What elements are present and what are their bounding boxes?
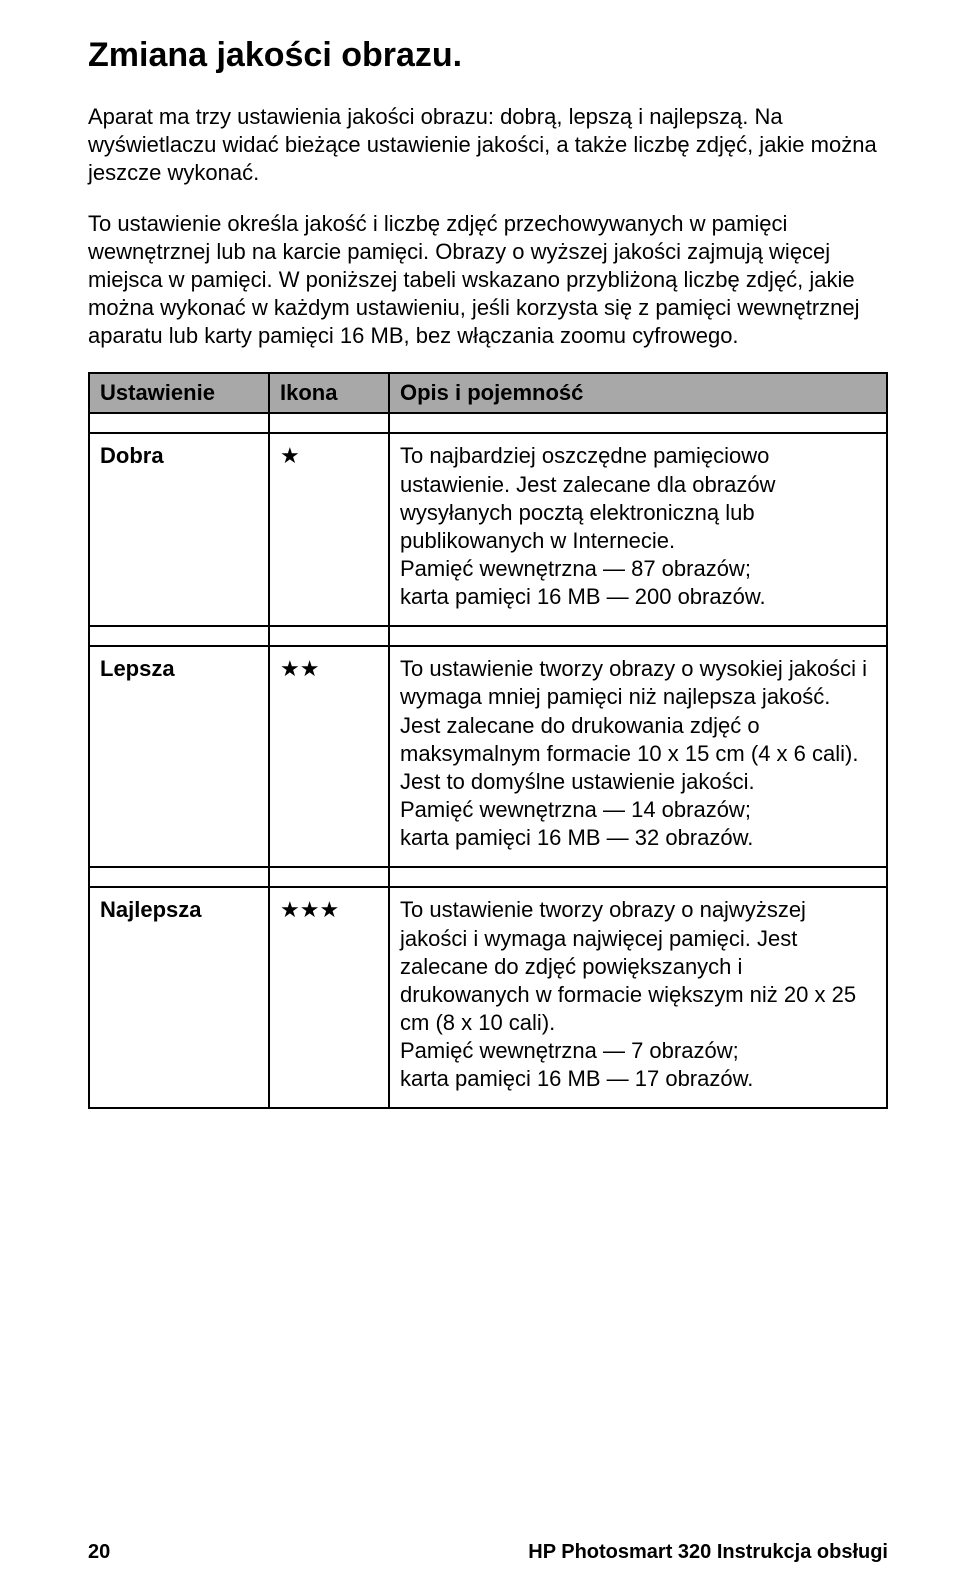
- star-icon: ★: [269, 433, 389, 626]
- table-header-icon: Ikona: [269, 373, 389, 413]
- setting-name: Dobra: [89, 433, 269, 626]
- setting-description: To ustawienie tworzy obrazy o najwyższej…: [389, 887, 887, 1108]
- intro-paragraph-2: To ustawienie określa jakość i liczbę zd…: [88, 210, 888, 351]
- page-number: 20: [88, 1541, 110, 1564]
- setting-name: Lepsza: [89, 646, 269, 867]
- table-spacer-row: [89, 867, 887, 887]
- table-header-row: Ustawienie Ikona Opis i pojemność: [89, 373, 887, 413]
- document-title-footer: HP Photosmart 320 Instrukcja obsługi: [528, 1541, 888, 1564]
- table-spacer-row: [89, 626, 887, 646]
- table-spacer-row: [89, 413, 887, 433]
- table-header-desc: Opis i pojemność: [389, 373, 887, 413]
- page-title: Zmiana jakości obrazu.: [88, 36, 888, 75]
- setting-description: To najbardziej oszczędne pamięciowo usta…: [389, 433, 887, 626]
- intro-paragraph-1: Aparat ma trzy ustawienia jakości obrazu…: [88, 103, 888, 187]
- page-footer: 20 HP Photosmart 320 Instrukcja obsługi: [88, 1541, 888, 1564]
- quality-table: Ustawienie Ikona Opis i pojemność Dobra …: [88, 372, 888, 1109]
- document-page: Zmiana jakości obrazu. Aparat ma trzy us…: [0, 0, 960, 1588]
- star-icon: ★★★: [269, 887, 389, 1108]
- setting-description: To ustawienie tworzy obrazy o wysokiej j…: [389, 646, 887, 867]
- table-row: Lepsza ★★ To ustawienie tworzy obrazy o …: [89, 646, 887, 867]
- table-row: Najlepsza ★★★ To ustawienie tworzy obraz…: [89, 887, 887, 1108]
- table-header-setting: Ustawienie: [89, 373, 269, 413]
- table-row: Dobra ★ To najbardziej oszczędne pamięci…: [89, 433, 887, 626]
- star-icon: ★★: [269, 646, 389, 867]
- setting-name: Najlepsza: [89, 887, 269, 1108]
